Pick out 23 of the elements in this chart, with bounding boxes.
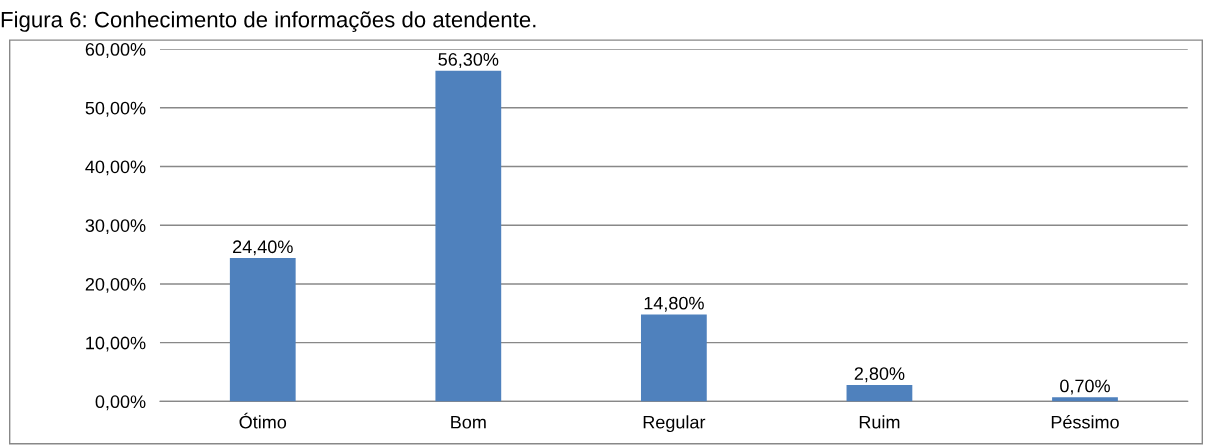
y-tick-label: 10,00% [86,336,146,352]
y-tick-label: 50,00% [85,101,146,117]
x-tick-label: Ruim [859,415,900,429]
y-tick-label: 40,00% [85,160,146,176]
x-tick-label: Péssimo [1051,415,1119,429]
x-tick-label: Regular [643,415,706,433]
y-tick-label: 60,00% [85,42,146,58]
data-label: 24,40% [233,240,293,256]
data-label: 14,80% [644,296,704,312]
bar [1052,397,1118,402]
data-label: 56,30% [438,53,499,68]
x-tick-label: Ótimo [239,412,287,429]
y-tick-label: 30,00% [85,219,146,235]
bar [435,70,502,402]
data-label: 2,80% [854,367,905,383]
y-tick-label: 20,00% [85,277,146,293]
chart-title: Figura 6: Conhecimento de informações do atendente. [1,11,536,32]
y-tick-label: 0,00% [95,395,146,411]
bar [846,384,913,402]
x-tick-label: Bom [451,415,486,429]
bar [640,314,707,402]
data-label: 0,70% [1060,379,1110,395]
bar [229,258,296,402]
